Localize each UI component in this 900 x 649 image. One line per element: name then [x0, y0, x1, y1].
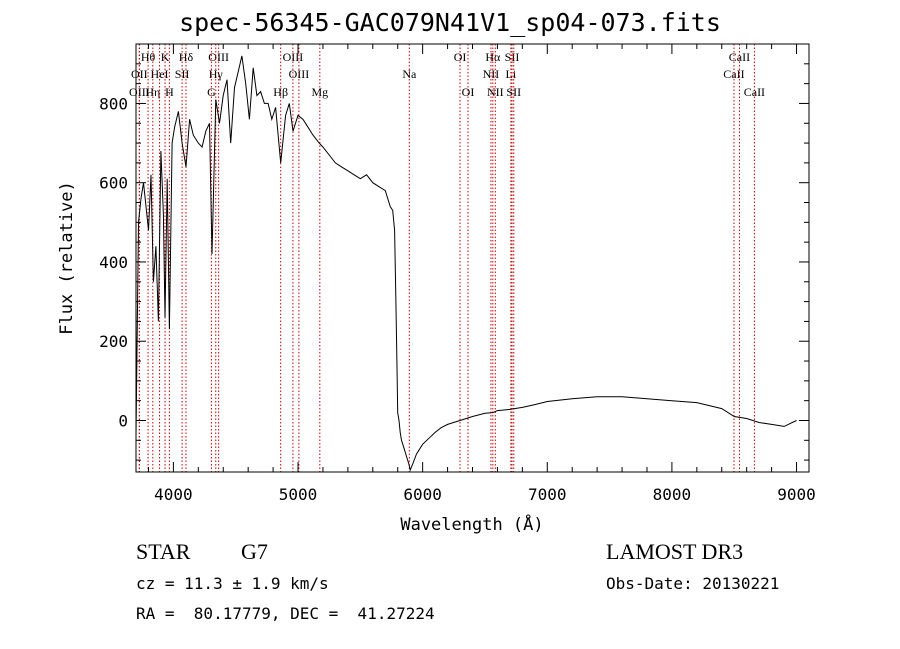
y-tick-label: 800: [99, 94, 128, 113]
x-tick-label: 5000: [279, 485, 318, 504]
y-tick-label: 200: [99, 332, 128, 351]
spectral-line-label: G: [207, 85, 216, 99]
spectral-line-label: OIII: [208, 50, 229, 64]
spectral-line-label: Li: [506, 67, 517, 81]
spectral-line-label: Hγ: [209, 67, 224, 81]
spectral-line-label: NII: [483, 67, 500, 81]
spectral-line-label: SII: [175, 67, 190, 81]
x-tick-label: 6000: [403, 485, 442, 504]
object-type: STAR: [136, 539, 191, 564]
spectral-line-label: Hα: [485, 50, 501, 64]
spectral-line-label: CaII: [723, 67, 744, 81]
redshift-velocity: cz = 11.3 ± 1.9 km/s: [136, 574, 329, 593]
spectral-subclass: G7: [241, 539, 268, 564]
spectrum-line: [135, 55, 797, 472]
x-axis-label: Wavelength (Å): [400, 513, 543, 535]
spectral-line-label: Hδ: [179, 50, 194, 64]
spectral-line-label: Hθ: [141, 50, 156, 64]
spectral-line-label: OI: [454, 50, 467, 64]
x-tick-label: 8000: [653, 485, 692, 504]
x-tick-label: 9000: [777, 485, 816, 504]
coordinates: RA = 80.17779, DEC = 41.27224: [136, 604, 435, 623]
spectral-line-label: CaII: [729, 50, 750, 64]
spectral-line-label: Hη: [145, 85, 160, 99]
y-tick-label: 600: [99, 174, 128, 193]
x-tick-label: 7000: [528, 485, 567, 504]
y-axis-label: Flux (relative): [57, 181, 77, 335]
spectral-line-label: NII: [487, 85, 504, 99]
x-tick-label: 4000: [154, 485, 193, 504]
spectral-line-label: H: [165, 85, 174, 99]
spectral-line-label: OII: [131, 67, 148, 81]
y-tick-label: 400: [99, 253, 128, 272]
spectral-line-label: OIII: [129, 85, 150, 99]
observation-date: Obs-Date: 20130221: [606, 574, 780, 593]
spectral-line-label: OIII: [283, 50, 304, 64]
spectral-line-label: K: [161, 50, 170, 64]
spectral-line-label: Na: [402, 67, 417, 81]
chart-title: spec-56345-GAC079N41V1_sp04-073.fits: [179, 8, 721, 37]
survey-name: LAMOST DR3: [606, 539, 744, 564]
y-tick-label: 0: [118, 411, 128, 430]
spectral-line-label: SII: [505, 50, 520, 64]
spectral-line-label: OI: [462, 85, 475, 99]
plot-frame: [135, 43, 810, 473]
spectral-line-label: Mg: [311, 85, 328, 99]
spectral-line-label: OIII: [289, 67, 310, 81]
spectral-line-label: HeI: [151, 67, 169, 81]
axes: 4000 5000 6000 7000 8000 9000 0 200 400 600 800: [99, 44, 816, 504]
spectral-line-label: Hβ: [273, 85, 288, 99]
spectral-line-label: CaII: [744, 85, 765, 99]
spectral-line-label: SII: [506, 85, 521, 99]
